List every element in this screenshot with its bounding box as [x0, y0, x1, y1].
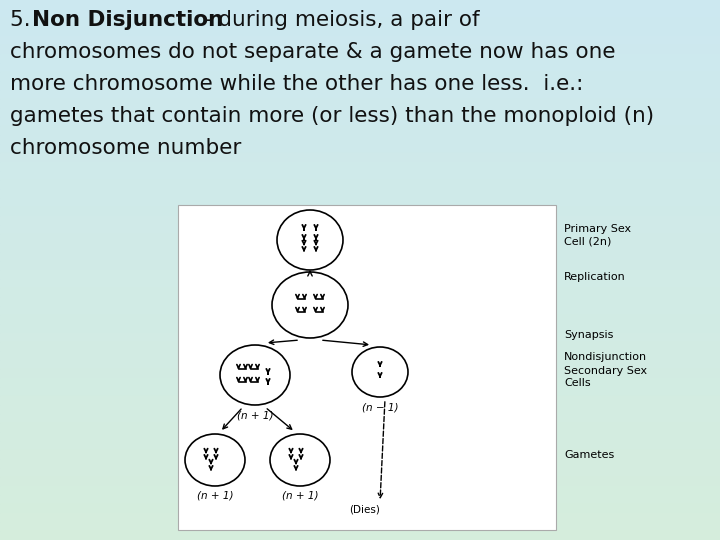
- Polygon shape: [0, 495, 720, 504]
- Ellipse shape: [277, 210, 343, 270]
- FancyBboxPatch shape: [178, 205, 556, 530]
- Polygon shape: [0, 486, 720, 495]
- Polygon shape: [0, 144, 720, 153]
- Polygon shape: [0, 90, 720, 99]
- Ellipse shape: [270, 434, 330, 486]
- Polygon shape: [0, 504, 720, 513]
- Polygon shape: [0, 324, 720, 333]
- Ellipse shape: [272, 272, 348, 338]
- Polygon shape: [0, 27, 720, 36]
- Polygon shape: [0, 387, 720, 396]
- Text: Synapsis: Synapsis: [564, 330, 613, 340]
- Text: chromosome number: chromosome number: [10, 138, 241, 158]
- Polygon shape: [0, 18, 720, 27]
- Polygon shape: [0, 0, 720, 9]
- Polygon shape: [0, 459, 720, 468]
- Polygon shape: [0, 441, 720, 450]
- Text: more chromosome while the other has one less.  i.e.:: more chromosome while the other has one …: [10, 74, 583, 94]
- Polygon shape: [0, 288, 720, 297]
- Polygon shape: [0, 477, 720, 486]
- Polygon shape: [0, 126, 720, 135]
- Polygon shape: [0, 261, 720, 270]
- Polygon shape: [0, 414, 720, 423]
- Polygon shape: [0, 117, 720, 126]
- Polygon shape: [0, 108, 720, 117]
- Polygon shape: [0, 405, 720, 414]
- Text: Nondisjunction: Nondisjunction: [564, 352, 647, 362]
- Polygon shape: [0, 423, 720, 432]
- Polygon shape: [0, 531, 720, 540]
- Polygon shape: [0, 243, 720, 252]
- Ellipse shape: [220, 345, 290, 405]
- Text: Gametes: Gametes: [564, 450, 614, 460]
- Polygon shape: [0, 189, 720, 198]
- Polygon shape: [0, 306, 720, 315]
- Text: Secondary Sex
Cells: Secondary Sex Cells: [564, 366, 647, 388]
- Polygon shape: [0, 297, 720, 306]
- Polygon shape: [0, 252, 720, 261]
- Polygon shape: [0, 225, 720, 234]
- Text: Non Disjunction: Non Disjunction: [32, 10, 223, 30]
- Polygon shape: [0, 315, 720, 324]
- Text: gametes that contain more (or less) than the monoploid (n): gametes that contain more (or less) than…: [10, 106, 654, 126]
- Polygon shape: [0, 81, 720, 90]
- Polygon shape: [0, 216, 720, 225]
- Polygon shape: [0, 333, 720, 342]
- Text: (n + 1): (n + 1): [197, 490, 233, 500]
- Text: Primary Sex
Cell (2n): Primary Sex Cell (2n): [564, 224, 631, 246]
- Polygon shape: [0, 153, 720, 162]
- Polygon shape: [0, 198, 720, 207]
- Polygon shape: [0, 270, 720, 279]
- Polygon shape: [0, 468, 720, 477]
- Text: (n + 1): (n + 1): [282, 490, 318, 500]
- Polygon shape: [0, 207, 720, 216]
- Polygon shape: [0, 234, 720, 243]
- Polygon shape: [0, 36, 720, 45]
- Polygon shape: [0, 279, 720, 288]
- Polygon shape: [0, 351, 720, 360]
- Polygon shape: [0, 522, 720, 531]
- Text: Replication: Replication: [564, 273, 626, 282]
- Polygon shape: [0, 378, 720, 387]
- Polygon shape: [0, 360, 720, 369]
- Polygon shape: [0, 72, 720, 81]
- Polygon shape: [0, 171, 720, 180]
- Text: (n − 1): (n − 1): [361, 402, 398, 412]
- Polygon shape: [0, 342, 720, 351]
- Polygon shape: [0, 180, 720, 189]
- Ellipse shape: [352, 347, 408, 397]
- Text: - during meiosis, a pair of: - during meiosis, a pair of: [197, 10, 480, 30]
- Text: (Dies): (Dies): [350, 505, 380, 515]
- Text: chromosomes do not separate & a gamete now has one: chromosomes do not separate & a gamete n…: [10, 42, 616, 62]
- Polygon shape: [0, 450, 720, 459]
- Polygon shape: [0, 369, 720, 378]
- Polygon shape: [0, 135, 720, 144]
- Polygon shape: [0, 99, 720, 108]
- Text: 5.: 5.: [10, 10, 37, 30]
- Polygon shape: [0, 396, 720, 405]
- Polygon shape: [0, 513, 720, 522]
- Polygon shape: [0, 45, 720, 54]
- Polygon shape: [0, 63, 720, 72]
- Polygon shape: [0, 9, 720, 18]
- Text: (n + 1): (n + 1): [237, 410, 274, 420]
- Polygon shape: [0, 162, 720, 171]
- Polygon shape: [0, 432, 720, 441]
- Ellipse shape: [185, 434, 245, 486]
- Polygon shape: [0, 54, 720, 63]
